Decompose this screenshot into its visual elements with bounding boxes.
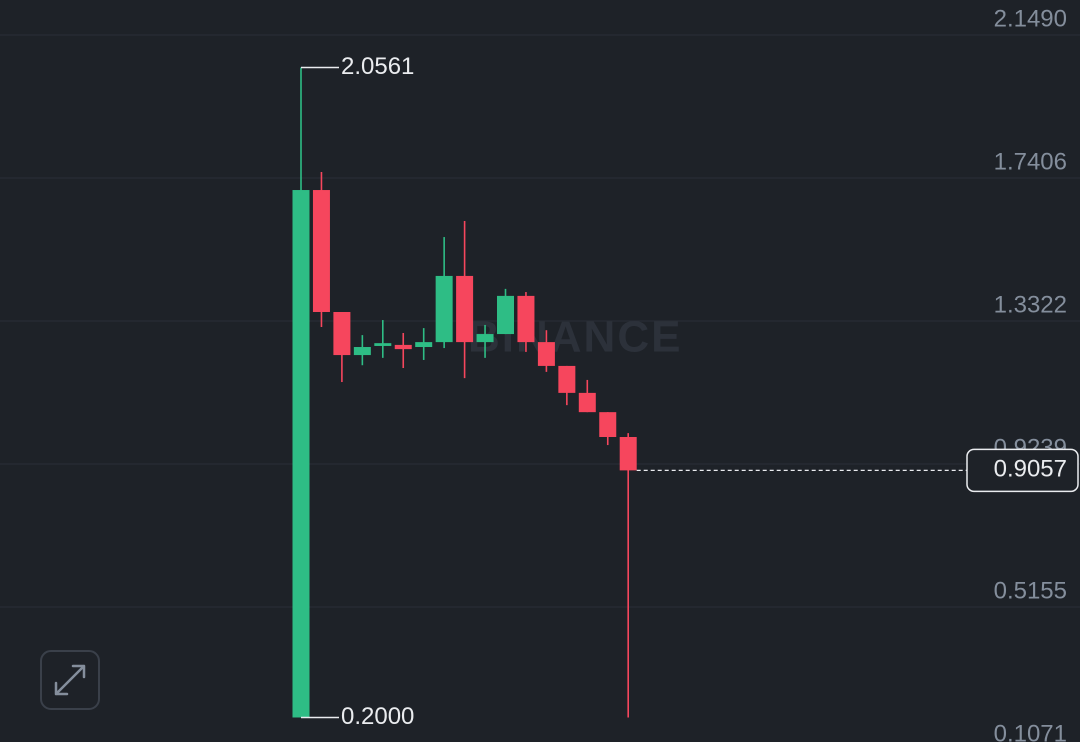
candle-body [435, 275, 453, 343]
candle-body [599, 412, 617, 438]
candle-body [292, 190, 310, 718]
candle-body [394, 344, 412, 350]
y-tick-label: 0.1071 [994, 720, 1067, 742]
last-price-label: 0.9057 [994, 456, 1067, 483]
y-tick-label: 2.1490 [994, 5, 1067, 32]
candle-body [456, 275, 474, 343]
candle-body [497, 295, 514, 335]
low-label: 0.2000 [341, 703, 414, 730]
candle-body [353, 347, 371, 356]
candle-body [333, 311, 351, 356]
y-tick-label: 1.3322 [994, 291, 1067, 318]
expand-button[interactable] [40, 650, 100, 710]
y-tick-label: 0.5155 [994, 577, 1067, 604]
last-price-box [966, 448, 1079, 493]
candle-body [578, 392, 596, 413]
expand-button-frame[interactable] [40, 650, 100, 710]
candle-body [476, 334, 494, 343]
high-label: 2.0561 [341, 53, 414, 80]
candle-body [537, 342, 555, 366]
candle-body [558, 365, 576, 393]
candle-body [517, 295, 535, 343]
expand-icon[interactable] [54, 664, 86, 696]
candle-body [312, 190, 330, 312]
candle-body [619, 437, 637, 471]
candle-body [374, 343, 392, 346]
candle-body [415, 342, 433, 348]
y-tick-label: 1.7406 [994, 148, 1067, 175]
